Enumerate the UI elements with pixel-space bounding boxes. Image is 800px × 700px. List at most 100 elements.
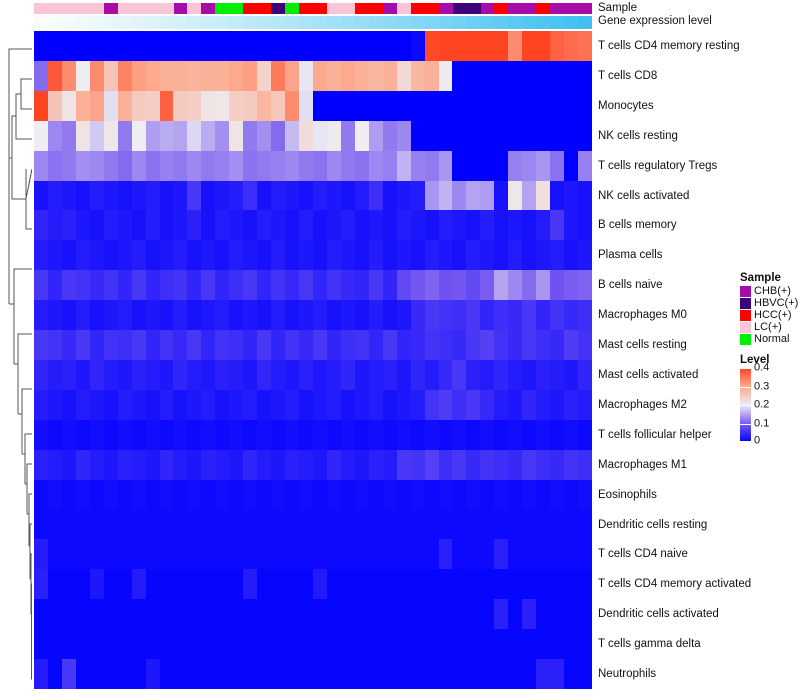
heatmap-cell bbox=[201, 449, 216, 480]
row-label: Mast cells resting bbox=[598, 339, 687, 352]
heatmap-cell bbox=[89, 599, 104, 630]
heatmap-cell bbox=[494, 120, 509, 151]
heatmap-cell bbox=[326, 150, 341, 181]
heatmap-cell bbox=[480, 629, 495, 660]
heatmap-cell bbox=[508, 539, 523, 570]
heatmap-cell bbox=[438, 599, 453, 630]
heatmap-cell bbox=[271, 150, 286, 181]
heatmap-cell bbox=[578, 240, 592, 271]
heatmap-cell bbox=[410, 509, 425, 540]
heatmap-cell bbox=[299, 150, 313, 181]
heatmap-cell bbox=[159, 31, 174, 61]
heatmap-cell bbox=[368, 300, 383, 331]
heatmap-cell bbox=[285, 31, 300, 61]
heatmap-cell bbox=[159, 569, 174, 600]
heatmap-cell bbox=[340, 359, 355, 390]
heatmap-cell bbox=[131, 90, 146, 121]
heatmap-cell bbox=[257, 330, 272, 360]
heatmap-cell bbox=[326, 659, 341, 689]
heatmap-cell bbox=[47, 90, 62, 121]
heatmap-cell bbox=[578, 180, 592, 211]
heatmap-cell bbox=[326, 359, 341, 390]
expression-annotation-cell bbox=[257, 16, 272, 29]
heatmap-cell bbox=[75, 120, 90, 151]
heatmap-cell bbox=[466, 479, 481, 510]
heatmap-cell bbox=[159, 479, 174, 510]
heatmap-cell bbox=[103, 330, 118, 360]
heatmap-cell bbox=[173, 150, 188, 181]
heatmap-cell bbox=[438, 60, 453, 91]
heatmap-cell bbox=[508, 90, 523, 121]
heatmap-cell bbox=[410, 539, 425, 570]
sample-annotation-cell bbox=[145, 3, 160, 14]
heatmap-cell bbox=[396, 509, 411, 540]
heatmap-cell bbox=[145, 60, 160, 91]
heatmap-cell bbox=[215, 479, 230, 510]
heatmap-cell bbox=[536, 180, 551, 211]
heatmap-cell bbox=[312, 539, 327, 570]
heatmap-cell bbox=[75, 599, 90, 630]
heatmap-cell bbox=[382, 539, 397, 570]
heatmap-cell bbox=[522, 270, 537, 301]
expression-annotation-cell bbox=[145, 16, 160, 29]
heatmap-cell bbox=[550, 419, 565, 450]
heatmap-cell bbox=[187, 659, 202, 689]
sample-annotation-cell bbox=[536, 3, 551, 14]
heatmap-cell bbox=[229, 569, 244, 600]
heatmap-cell bbox=[47, 150, 62, 181]
heatmap-cell bbox=[326, 120, 341, 151]
legend-color-swatch bbox=[740, 298, 751, 309]
heatmap-cell bbox=[438, 300, 453, 331]
heatmap-cell bbox=[536, 210, 551, 241]
heatmap-cell bbox=[117, 599, 132, 630]
heatmap-cell bbox=[34, 539, 48, 570]
heatmap-cell bbox=[466, 359, 481, 390]
sample-annotation-cell bbox=[117, 3, 132, 14]
row-label: NK cells activated bbox=[598, 189, 690, 202]
heatmap-cell bbox=[75, 419, 90, 450]
row-label: NK cells resting bbox=[598, 129, 678, 142]
heatmap-cell bbox=[159, 419, 174, 450]
heatmap-cell bbox=[145, 180, 160, 211]
heatmap-matrix bbox=[34, 31, 592, 689]
heatmap-cell bbox=[34, 180, 48, 211]
heatmap-cell bbox=[47, 240, 62, 271]
heatmap-cell bbox=[229, 509, 244, 540]
heatmap-cell bbox=[326, 629, 341, 660]
heatmap-cell bbox=[103, 419, 118, 450]
heatmap-cell bbox=[243, 31, 258, 61]
expression-annotation-cell bbox=[313, 16, 328, 29]
heatmap-cell bbox=[522, 300, 537, 331]
heatmap-cell bbox=[354, 240, 369, 271]
heatmap-cell bbox=[480, 479, 495, 510]
heatmap-cell bbox=[382, 270, 397, 301]
heatmap-cell bbox=[564, 31, 579, 61]
heatmap-cell bbox=[34, 509, 48, 540]
heatmap-cell bbox=[173, 449, 188, 480]
heatmap-cell bbox=[61, 569, 76, 600]
level-legend-title: Level bbox=[740, 354, 770, 366]
heatmap-cell bbox=[508, 569, 523, 600]
heatmap-cell bbox=[61, 210, 76, 241]
heatmap-cell bbox=[299, 120, 313, 151]
heatmap-cell bbox=[103, 150, 118, 181]
heatmap-cell bbox=[438, 180, 453, 211]
heatmap-cell bbox=[480, 599, 495, 630]
heatmap-cell bbox=[103, 60, 118, 91]
heatmap-cell bbox=[326, 240, 341, 271]
heatmap-cell bbox=[340, 150, 355, 181]
heatmap-cell bbox=[564, 60, 579, 91]
heatmap-cell bbox=[229, 210, 244, 241]
heatmap-cell bbox=[508, 359, 523, 390]
heatmap-cell bbox=[382, 419, 397, 450]
heatmap-cell bbox=[466, 300, 481, 331]
heatmap-cell bbox=[340, 569, 355, 600]
heatmap-cell bbox=[187, 90, 202, 121]
sample-annotation-cell bbox=[368, 3, 383, 14]
heatmap-cell bbox=[480, 120, 495, 151]
heatmap-cell bbox=[396, 240, 411, 271]
heatmap-cell bbox=[438, 150, 453, 181]
heatmap-cell bbox=[396, 389, 411, 420]
heatmap-cell bbox=[564, 120, 579, 151]
heatmap-cell bbox=[494, 60, 509, 91]
